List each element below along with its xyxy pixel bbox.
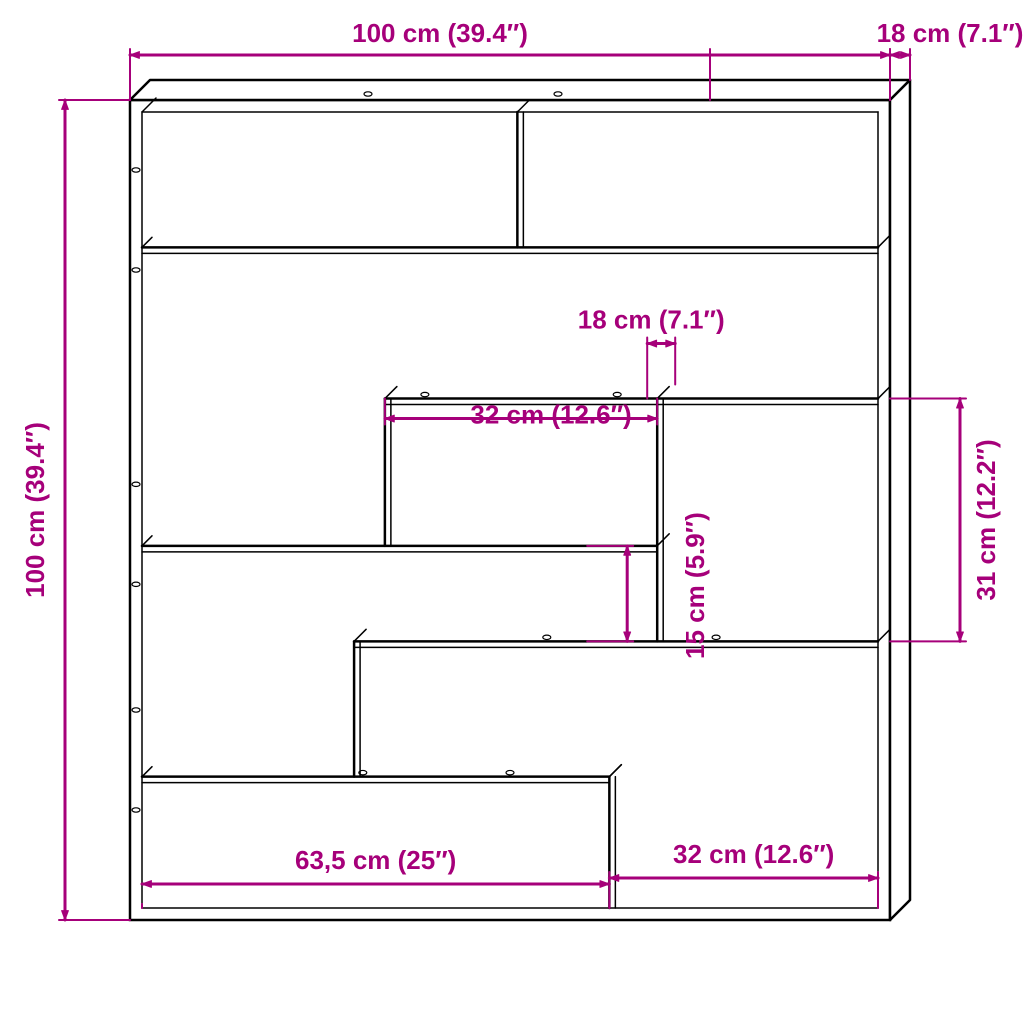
svg-text:32 cm (12.6″): 32 cm (12.6″) bbox=[470, 399, 631, 429]
svg-text:100 cm (39.4″): 100 cm (39.4″) bbox=[20, 422, 50, 598]
svg-text:18 cm (7.1″): 18 cm (7.1″) bbox=[877, 18, 1024, 48]
svg-text:18 cm (7.1″): 18 cm (7.1″) bbox=[578, 304, 725, 334]
furniture-outline bbox=[130, 80, 910, 920]
svg-text:32 cm (12.6″): 32 cm (12.6″) bbox=[673, 839, 834, 869]
dimensions: 100 cm (39.4″) 18 cm (7.1″) 100 cm (39.4″)… bbox=[20, 18, 1024, 920]
svg-text:100 cm (39.4″): 100 cm (39.4″) bbox=[352, 18, 528, 48]
svg-text:15 cm (5.9″): 15 cm (5.9″) bbox=[680, 512, 710, 659]
svg-text:31 cm (12.2″): 31 cm (12.2″) bbox=[971, 439, 1001, 600]
svg-text:63,5 cm (25″): 63,5 cm (25″) bbox=[295, 845, 456, 875]
